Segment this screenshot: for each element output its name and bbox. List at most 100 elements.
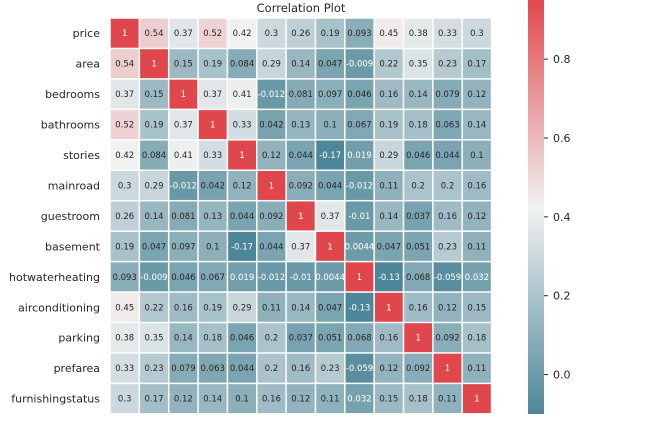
cell-value-label: 0.17 (467, 60, 486, 70)
cell-value-label: 0.19 (379, 121, 398, 131)
heatmap-cell (198, 49, 227, 79)
heatmap-cell (140, 110, 168, 140)
heatmap-cell (228, 292, 256, 322)
cell-value-label: -0.009 (140, 273, 167, 283)
cell-value-label: -0.01 (348, 212, 370, 222)
cell-value-label: 0.35 (145, 334, 164, 344)
cell-value-label: 0.097 (171, 242, 195, 252)
cell-value-label: 0.044 (259, 242, 283, 252)
heatmap-cell (404, 231, 433, 261)
cell-value-label: 0.067 (201, 273, 225, 283)
heatmap-cell (140, 140, 168, 170)
cell-value-label: 0.45 (379, 29, 398, 39)
row-label: area (75, 58, 100, 71)
row-label: bathrooms (41, 119, 100, 132)
heatmap-cell (462, 201, 491, 231)
heatmap-cell (110, 171, 139, 200)
cell-value-label: 0.047 (377, 242, 401, 252)
heatmap-cell (198, 231, 227, 261)
cell-value-label: 0.12 (467, 212, 486, 222)
cell-value-label: 0.11 (467, 242, 486, 252)
cell-value-label: 0.047 (318, 60, 342, 70)
row-label: parking (58, 332, 100, 345)
heatmap-cell (345, 171, 374, 200)
cell-value-label: 0.032 (465, 273, 489, 283)
cell-value-label: 0.019 (347, 151, 371, 161)
cell-value-label: 0.2 (411, 181, 425, 191)
heatmap-cell (140, 323, 168, 353)
heatmap-cell (110, 384, 139, 414)
heatmap-cell (433, 384, 462, 414)
cell-value-label: 0.37 (115, 90, 134, 100)
heatmap-cell (140, 79, 168, 109)
heatmap-cell (286, 353, 315, 383)
cell-value-label: 0.23 (438, 242, 457, 252)
heatmap-cell (462, 353, 491, 383)
cell-value-label: 0.16 (467, 181, 486, 191)
heatmap-cell (169, 49, 198, 79)
heatmap-cell (228, 110, 256, 140)
heatmap-cell (286, 384, 315, 414)
cell-value-label: 0.068 (347, 334, 371, 344)
cell-value-label: 0.16 (291, 364, 310, 374)
heatmap-cell (286, 79, 315, 109)
cell-value-label: -0.059 (434, 273, 461, 283)
heatmap-cell (404, 292, 433, 322)
cell-value-label: 0.046 (230, 334, 254, 344)
cell-value-label: 1 (210, 121, 215, 131)
heatmap-cell (110, 323, 139, 353)
cell-value-label: 0.044 (230, 364, 254, 374)
cell-value-label: 0.044 (289, 151, 313, 161)
cell-value-label: 0.29 (262, 60, 281, 70)
heatmap-cell (433, 171, 462, 200)
colorbar (528, 0, 544, 414)
heatmap-cell (228, 384, 256, 414)
cell-value-label: 0.42 (233, 29, 252, 39)
heatmap-cell (110, 353, 139, 383)
heatmap-cell (198, 140, 227, 170)
heatmap-cell (257, 171, 286, 200)
heatmap-cell (286, 292, 315, 322)
cell-value-label: 0.14 (291, 303, 310, 313)
cell-value-label: 0.037 (289, 334, 313, 344)
row-label: furnishingstatus (11, 393, 100, 406)
heatmap-cell (257, 110, 286, 140)
cell-value-label: 0.047 (318, 303, 342, 313)
heatmap-cell (316, 110, 345, 140)
cell-value-label: 0.11 (262, 303, 281, 313)
heatmap-cell (169, 171, 198, 200)
cell-value-label: 0.12 (438, 303, 457, 313)
heatmap-cell (228, 262, 256, 292)
cell-value-label: 0.2 (265, 334, 279, 344)
cell-value-label: 0.33 (203, 151, 222, 161)
row-label: basement (45, 240, 101, 253)
heatmap-cell (404, 140, 433, 170)
cell-value-label: 0.38 (409, 29, 428, 39)
heatmap-cell (286, 49, 315, 79)
heatmap-cell (257, 353, 286, 383)
heatmap-cell (433, 140, 462, 170)
cell-value-label: 0.12 (174, 395, 193, 405)
cell-value-label: 0.14 (409, 90, 428, 100)
heatmap-cell (316, 384, 345, 414)
cell-value-label: 0.13 (291, 121, 310, 131)
cell-value-label: 1 (327, 242, 332, 252)
heatmap-cell (433, 323, 462, 353)
heatmap-cell (228, 49, 256, 79)
heatmap-cell (374, 231, 403, 261)
cell-value-label: 0.2 (265, 364, 279, 374)
heatmap-cell (374, 201, 403, 231)
heatmap-cell (462, 384, 491, 414)
cell-value-label: 0.1 (235, 395, 249, 405)
heatmap-cell (404, 353, 433, 383)
heatmap-cell (140, 171, 168, 200)
cell-value-label: 0.081 (171, 212, 195, 222)
heatmap-cell (374, 292, 403, 322)
heatmap-cell (462, 110, 491, 140)
heatmap-cell (286, 231, 315, 261)
heatmap-cell (110, 18, 139, 48)
cell-value-label: 0.3 (118, 181, 132, 191)
heatmap-cell (462, 140, 491, 170)
cell-value-label: 0.1 (323, 121, 337, 131)
